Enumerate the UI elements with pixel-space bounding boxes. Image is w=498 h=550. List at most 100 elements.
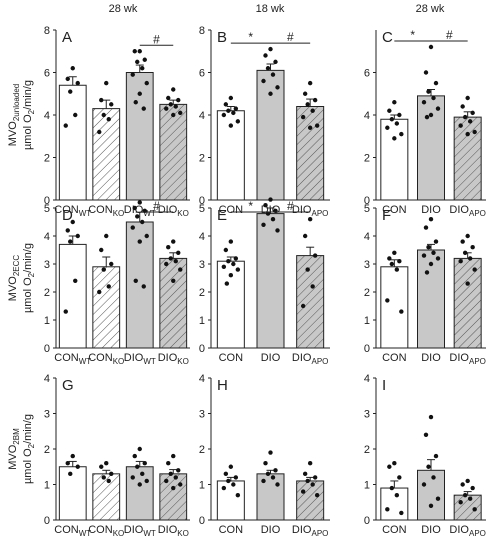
data-point [465, 281, 470, 286]
bar [417, 95, 445, 201]
data-point [389, 485, 395, 491]
data-point [470, 245, 475, 250]
data-point [435, 496, 441, 501]
bar [256, 473, 285, 521]
x-tick-label: CONWT [54, 524, 91, 538]
data-point [431, 95, 436, 101]
data-point [171, 278, 176, 283]
data-point [228, 239, 234, 244]
y-tick-label: 1 [199, 480, 205, 492]
data-point [73, 112, 78, 118]
data-point [97, 129, 102, 135]
data-point [305, 478, 310, 484]
data-point [467, 496, 473, 501]
data-point [387, 108, 392, 113]
data-point [423, 225, 429, 230]
data-point [394, 492, 400, 498]
category-subscript: APO [469, 529, 486, 538]
y-tick-label: 6 [44, 68, 50, 80]
data-point [135, 464, 140, 469]
data-point [302, 471, 308, 477]
category-name: DIO [261, 352, 281, 364]
data-point [140, 219, 145, 225]
x-tick-label: DIOAPO [292, 524, 328, 538]
data-point [399, 510, 404, 516]
category-subscript: WT [79, 357, 92, 366]
data-point [68, 89, 73, 94]
data-point [166, 95, 171, 101]
y-tick-label: 0 [44, 515, 50, 527]
column-title: 28 wk [109, 3, 138, 15]
y-tick-label: 5 [364, 203, 370, 215]
data-point [70, 219, 75, 225]
data-point [387, 256, 392, 261]
data-point [164, 478, 169, 484]
data-point [235, 492, 241, 498]
data-point [433, 80, 439, 86]
data-point [273, 59, 278, 65]
data-point [397, 475, 402, 480]
bar [216, 480, 245, 521]
data-point [137, 200, 142, 205]
data-point [472, 507, 477, 512]
data-point [132, 49, 137, 54]
category-subscript: WT [143, 529, 156, 538]
data-point [465, 233, 470, 239]
data-point [421, 253, 427, 258]
data-point [397, 112, 402, 118]
x-tick-label: DIOAPO [292, 204, 328, 218]
data-point [75, 464, 80, 469]
bar [453, 257, 482, 349]
data-point [385, 298, 390, 303]
data-point [385, 507, 390, 512]
category-name: DIO [449, 352, 469, 364]
category-name: DIO [292, 352, 312, 364]
y-tick-label: 0 [44, 195, 50, 207]
panel-letter: A [62, 29, 72, 46]
data-point [228, 95, 234, 101]
x-tick-label: DIOAPO [449, 524, 485, 538]
data-point [223, 247, 229, 253]
data-point [228, 464, 234, 469]
data-point [171, 112, 176, 118]
y-tick-label: 2 [44, 153, 50, 165]
data-point [104, 461, 109, 466]
y-tick-label: 4 [364, 231, 370, 243]
y-axis-label-part: MVO [7, 276, 19, 302]
y-tick-label: 0 [199, 195, 205, 207]
x-tick-label: CONKO [88, 352, 124, 366]
category-name: CON [219, 204, 244, 216]
category-name: DIO [124, 524, 144, 536]
data-point [226, 108, 231, 113]
y-tick-label: 1 [44, 315, 50, 327]
y-axis-label: µmol O2/min/g [22, 243, 36, 313]
category-name: CON [88, 204, 113, 216]
x-tick-label: DIOWT [124, 352, 156, 366]
data-point [465, 131, 470, 137]
data-point [460, 104, 465, 109]
data-point [273, 468, 278, 473]
y-tick-label: 4 [199, 110, 205, 122]
data-point [140, 471, 145, 477]
y-tick-label: 3 [364, 259, 370, 271]
data-point [302, 91, 308, 96]
bar [159, 473, 188, 521]
data-point [385, 125, 390, 130]
data-point [223, 102, 229, 107]
data-point [423, 432, 429, 437]
y-axis-label-part: 2 [27, 109, 36, 114]
data-point [310, 284, 315, 289]
y-axis-label: µmol O2/min/g [22, 414, 36, 484]
data-point [399, 131, 404, 137]
y-tick-label: 2 [364, 444, 370, 456]
data-point [178, 482, 183, 487]
category-subscript: WT [79, 529, 92, 538]
significance-label: # [287, 199, 294, 213]
data-point [312, 97, 318, 103]
bar [453, 116, 482, 201]
data-point [462, 114, 468, 120]
data-point [431, 475, 436, 480]
x-tick-label: CON [219, 352, 244, 364]
data-point [307, 217, 313, 222]
x-tick-label: CONWT [54, 352, 91, 366]
